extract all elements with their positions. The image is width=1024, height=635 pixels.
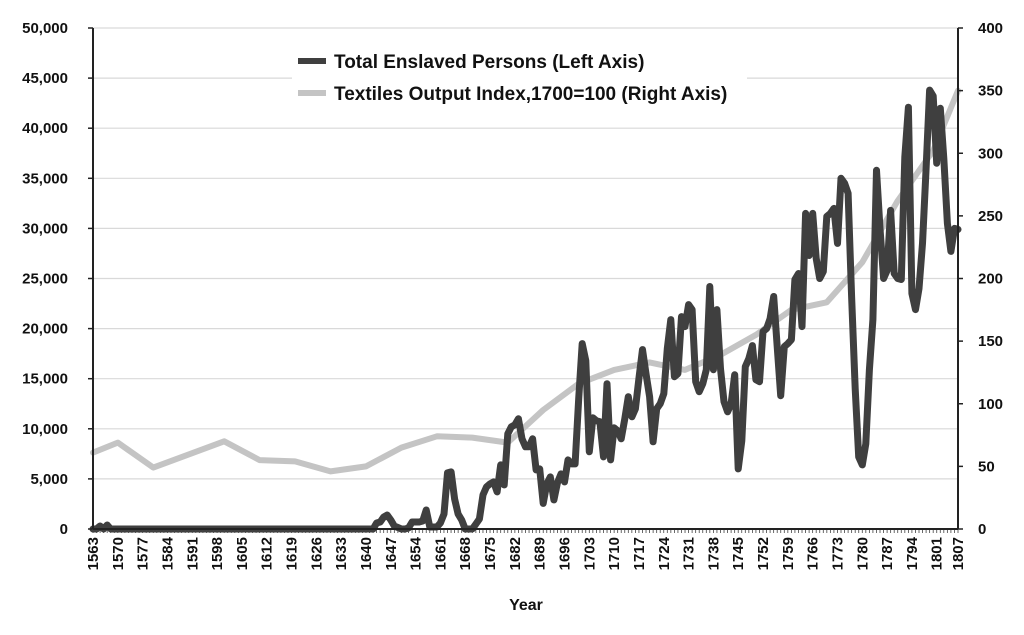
x-tick-label: 1752 (755, 537, 772, 570)
x-tick-label: 1759 (780, 537, 797, 570)
x-tick-label: 1801 (929, 537, 946, 570)
y-left-tick-label: 50,000 (22, 20, 68, 37)
x-tick-label: 1675 (482, 537, 499, 570)
x-tick-label: 1661 (432, 537, 449, 570)
x-axis-title: Year (509, 597, 543, 614)
x-tick-label: 1598 (209, 537, 226, 570)
axes (88, 27, 963, 533)
y-right-tick-label: 300 (978, 145, 1003, 162)
x-tick-label: 1584 (159, 536, 176, 570)
x-tick-label: 1787 (879, 537, 896, 570)
x-tick-label: 1647 (383, 537, 400, 570)
x-tick-label: 1668 (457, 537, 474, 570)
y-left-tick-label: 5,000 (30, 471, 68, 488)
x-tick-label: 1591 (184, 537, 201, 570)
legend-label-textiles: Textiles Output Index,1700=100 (Right Ax… (334, 84, 727, 105)
x-tick-label: 1717 (631, 537, 648, 570)
series-line-textiles (90, 87, 961, 475)
y-right-tick-label: 350 (978, 83, 1003, 100)
x-tick-label: 1682 (507, 537, 524, 570)
y-left-tick-label: 20,000 (22, 321, 68, 338)
legend: Total Enslaved Persons (Left Axis) Texti… (292, 42, 747, 110)
x-tick-label: 1563 (85, 537, 102, 570)
x-tick-label: 1633 (333, 537, 350, 570)
y-right-tick-label: 0 (978, 521, 986, 538)
y-right-tick-label: 400 (978, 20, 1003, 37)
x-tick-label: 1654 (408, 536, 425, 570)
x-tick-label: 1724 (656, 536, 673, 570)
y-right-tick-label: 250 (978, 208, 1003, 225)
y-left-tick-label: 10,000 (22, 421, 68, 438)
series-line-enslaved (89, 86, 962, 533)
x-tick-label: 1780 (854, 537, 871, 570)
y-left-tick-label: 25,000 (22, 271, 68, 288)
x-tick-label: 1605 (234, 537, 251, 570)
x-tick-label: 1626 (308, 537, 325, 570)
x-tick-label: 1570 (110, 537, 127, 570)
y-left-tick-label: 0 (60, 521, 68, 538)
x-tick-label: 1612 (259, 537, 276, 570)
y-left-tick-label: 45,000 (22, 70, 68, 87)
y-left-tick-label: 30,000 (22, 220, 68, 237)
x-tick-label: 1710 (606, 537, 623, 570)
y-left-tick-label: 40,000 (22, 120, 68, 137)
x-tick-label: 1766 (805, 537, 822, 570)
x-tick-label: 1794 (904, 536, 921, 570)
x-tick-label: 1773 (829, 537, 846, 570)
tick-labels: 0 5,000 10,000 15,000 20,000 25,000 30,000 35,0… (22, 20, 1003, 570)
x-tick-label: 1689 (532, 537, 549, 570)
y-left-tick-label: 35,000 (22, 170, 68, 187)
x-tick-label: 1738 (705, 537, 722, 570)
x-tick-label: 1807 (950, 537, 967, 570)
series-group (89, 86, 962, 533)
y-right-tick-label: 50 (978, 458, 995, 475)
x-tick-label: 1696 (556, 537, 573, 570)
y-right-tick-label: 100 (978, 396, 1003, 413)
x-tick-label: 1577 (135, 537, 152, 570)
x-tick-label: 1703 (581, 537, 598, 570)
x-tick-label: 1619 (284, 537, 301, 570)
legend-background (292, 42, 747, 110)
legend-label-enslaved: Total Enslaved Persons (Left Axis) (334, 52, 644, 73)
x-tick-label: 1731 (681, 537, 698, 570)
y-right-tick-label: 200 (978, 271, 1003, 288)
y-right-tick-label: 150 (978, 333, 1003, 350)
y-left-tick-label: 15,000 (22, 371, 68, 388)
x-tick-label: 1640 (358, 537, 375, 570)
x-tick-label: 1745 (730, 537, 747, 570)
